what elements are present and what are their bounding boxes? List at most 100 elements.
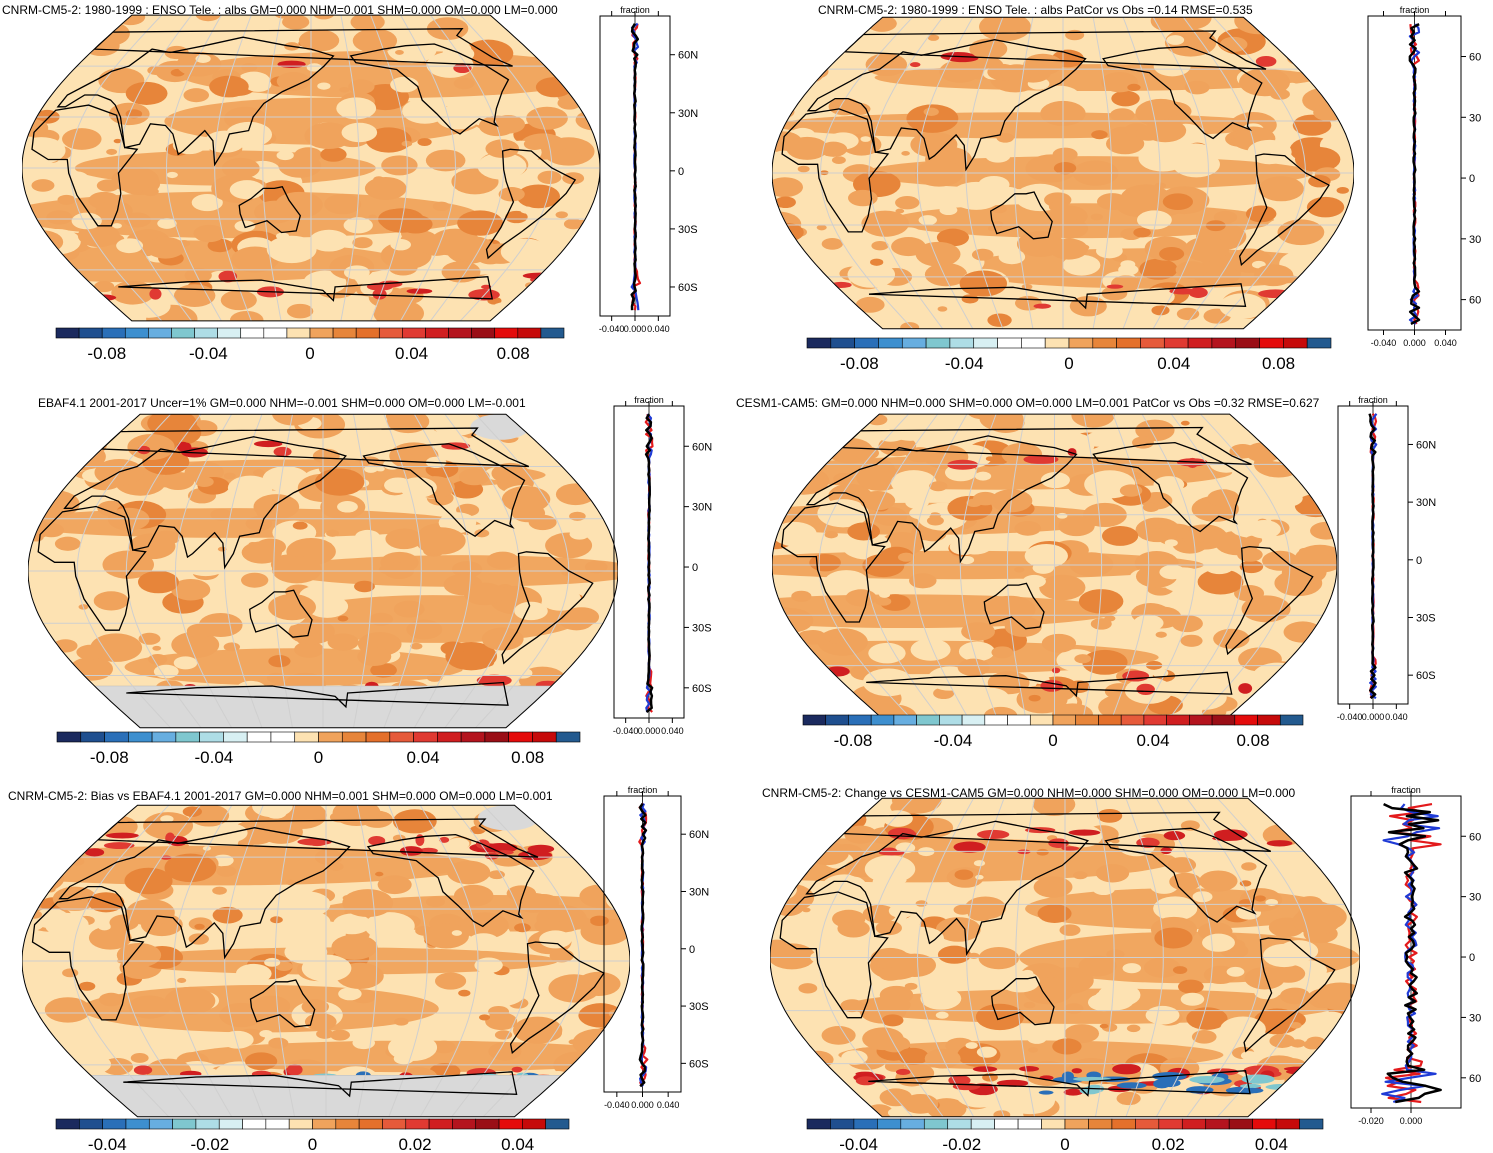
profile-y-tick: 60N [692,441,712,453]
colorbar-tick-label: -0.08 [840,354,879,373]
colorbar: -0.08 -0.04 0 0.04 0.08 [802,714,1304,750]
colorbar-tick-label: -0.02 [942,1135,981,1153]
colorbar: -0.08 -0.04 0 0.04 0.08 [55,327,565,363]
colorbar: -0.04 -0.02 0 0.02 0.04 [806,1118,1324,1153]
profile-y-tick: 0 [1469,173,1475,185]
profile-y-tick: 0 [692,562,698,574]
profile-x-tick: 0.000 [631,1100,654,1110]
panel-title: CESM1-CAM5: GM=0.000 NHM=0.000 SHM=0.000… [736,396,1320,410]
profile-y-tick: 0 [689,944,695,956]
colorbar-tick-label: -0.04 [88,1135,127,1153]
profile-y-tick: 30S [689,1001,709,1013]
profile-y-tick: 30S [692,622,712,634]
colorbar-tick-label: -0.04 [934,731,973,750]
profile-axis-label: fraction [1391,785,1421,795]
profile-y-tick: 60 [1469,52,1481,64]
profile-y-tick: 0 [1469,952,1475,964]
profile-y-tick: 60S [1416,670,1436,682]
profile-y-tick: 60 [1469,831,1481,843]
panel-title: CNRM-CM5-2: Bias vs EBAF4.1 2001-2017 GM… [8,789,553,803]
map-plot [772,16,1354,330]
profile-x-tick: -0.040 [599,324,625,334]
colorbar-tick-label: 0.02 [1152,1135,1185,1153]
profile-y-tick: 30N [689,886,709,898]
colorbar-tick-label: -0.04 [195,748,234,767]
profile-y-tick: 0 [678,166,684,178]
colorbar-tick-label: 0.04 [501,1135,534,1153]
profile-y-tick: 30N [692,502,712,514]
colorbar-tick-label: 0 [1060,1135,1069,1153]
colorbar-tick-label: 0.04 [395,344,428,363]
zonal-profile-plot: fraction -0.020 0.000 60 30 0 30 60 [1350,785,1481,1126]
panel-title: EBAF4.1 2001-2017 Uncer=1% GM=0.000 NHM=… [38,396,526,410]
colorbar-tick-label: 0.02 [399,1135,432,1153]
colorbar-tick-label: 0.04 [1157,354,1190,373]
colorbar-tick-label: -0.04 [839,1135,878,1153]
panel-title: CNRM-CM5-2: Change vs CESM1-CAM5 GM=0.00… [762,786,1296,800]
colorbar: -0.04 -0.02 0 0.02 0.04 [55,1118,570,1153]
profile-axis-label: fraction [634,395,664,405]
profile-y-tick: 30 [1469,234,1481,246]
colorbar-tick-label: 0.04 [1255,1135,1288,1153]
profile-y-tick: 60 [1469,295,1481,307]
profile-axis-label: fraction [1400,5,1430,15]
colorbar-tick-label: 0.08 [1236,731,1269,750]
profile-x-tick: 0.040 [657,1100,680,1110]
colorbar-tick-label: 0 [1064,354,1073,373]
profile-y-tick: 30 [1469,1012,1481,1024]
map-plot [772,413,1337,717]
colorbar-tick-label: 0 [1048,731,1057,750]
profile-y-tick: 0 [1416,555,1422,567]
colorbar-tick-label: 0 [308,1135,317,1153]
profile-y-tick: 30S [678,224,698,236]
profile-y-tick: 30 [1469,892,1481,904]
profile-y-tick: 60S [689,1058,709,1070]
profile-x-tick: -0.040 [1337,712,1363,722]
profile-y-tick: 30N [1416,497,1436,509]
zonal-profile-plot: fraction -0.040 0.000 0.040 60 30 0 30 60 [1367,5,1481,348]
map-plot [28,413,618,729]
profile-x-tick: 0.000 [1403,338,1426,348]
colorbar-tick-label: -0.08 [834,731,873,750]
profile-axis-label: fraction [1358,395,1388,405]
colorbar: -0.08 -0.04 0 0.04 0.08 [806,337,1332,373]
profile-x-tick: 0.040 [1434,338,1457,348]
zonal-profile-plot: fraction -0.040 0.000 0.040 60N 30N 0 30S 60S [599,5,698,334]
colorbar-tick-label: -0.08 [90,748,129,767]
profile-x-tick: 0.040 [647,324,670,334]
panel-title: CNRM-CM5-2: 1980-1999 : ENSO Tele. : alb… [2,3,558,17]
profile-x-tick: 0.000 [638,726,661,736]
profile-x-tick: 0.040 [661,726,684,736]
map-plot [22,14,600,322]
zonal-profile-plot: fraction -0.040 0.000 0.040 60N 30N 0 30S 60S [1337,395,1436,722]
colorbar-tick-label: 0.08 [497,344,530,363]
profile-y-tick: 30 [1469,112,1481,124]
profile-y-tick: 60N [678,50,698,62]
zonal-profile-plot: fraction -0.040 0.000 0.040 60N 30N 0 30S 60S [603,785,709,1110]
colorbar-tick-label: -0.04 [945,354,984,373]
colorbar-tick-label: -0.04 [189,344,228,363]
profile-x-tick: 0.040 [1385,712,1408,722]
profile-y-tick: 60N [689,829,709,841]
profile-x-tick: 0.000 [1362,712,1385,722]
profile-axis-label: fraction [620,5,650,15]
colorbar-tick-label: 0.08 [1262,354,1295,373]
profile-y-tick: 60S [692,683,712,695]
colorbar-tick-label: -0.08 [87,344,126,363]
colorbar-tick-label: 0.04 [407,748,440,767]
profile-x-tick: -0.040 [1371,338,1397,348]
profile-x-tick: 0.000 [1400,1116,1423,1126]
panel-title: CNRM-CM5-2: 1980-1999 : ENSO Tele. : alb… [818,3,1253,17]
zonal-profile-plot: fraction -0.040 0.000 0.040 60N 30N 0 30S 60S [613,395,712,736]
map-plot [770,797,1360,1118]
colorbar: -0.08 -0.04 0 0.04 0.08 [56,731,581,767]
profile-x-tick: -0.040 [604,1100,630,1110]
colorbar-tick-label: 0 [305,344,314,363]
profile-y-tick: 60S [678,282,698,294]
profile-y-tick: 30S [1416,612,1436,624]
profile-y-tick: 60N [1416,439,1436,451]
map-plot [22,804,630,1118]
colorbar-tick-label: 0 [314,748,323,767]
profile-x-tick: 0.000 [624,324,647,334]
profile-y-tick: 30N [678,108,698,120]
